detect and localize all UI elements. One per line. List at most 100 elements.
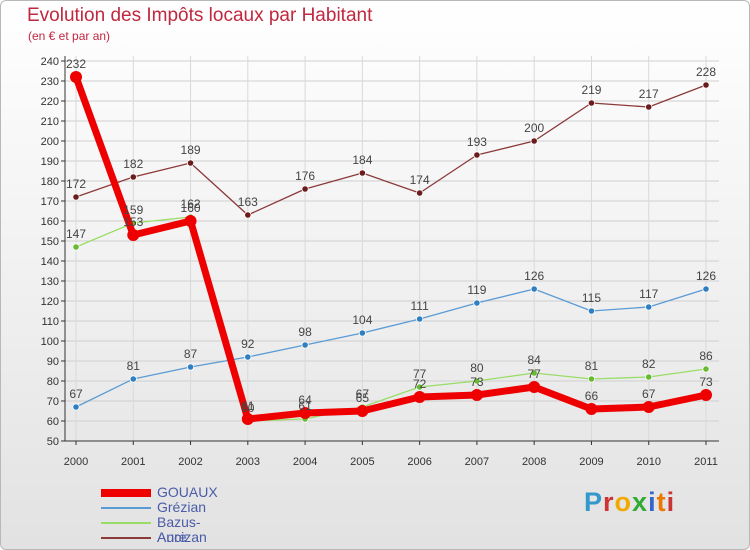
data-label-ancizan: 163: [238, 195, 258, 209]
point-gouaux: [356, 405, 369, 417]
logo-letter: o: [614, 487, 633, 517]
data-label-gouaux: 232: [66, 57, 86, 71]
data-label-gr-zian: 126: [696, 269, 716, 283]
legend-swatch: [101, 507, 151, 509]
data-label-ancizan: 200: [524, 121, 544, 135]
y-tick-label: 240: [41, 56, 59, 68]
series-line-bazus-aure: [75, 216, 707, 422]
point-ancizan: [244, 211, 252, 219]
x-tick-label: 2011: [694, 456, 718, 468]
data-label-bazus-aure: 147: [66, 227, 86, 241]
data-label-gr-zian: 117: [639, 287, 658, 301]
data-label-ancizan: 228: [696, 65, 716, 79]
data-label-gr-zian: 115: [582, 291, 601, 305]
data-label-bazus-aure: 80: [470, 361, 484, 375]
y-tick-label: 220: [41, 96, 59, 108]
data-label-gouaux: 64: [298, 393, 312, 407]
data-label-bazus-aure: 86: [699, 349, 713, 363]
x-tick-label: 2010: [636, 456, 660, 468]
x-tick-label: 2000: [64, 456, 88, 468]
point-bazus-aure: [702, 365, 710, 373]
series-line-ancizan: [75, 84, 707, 216]
y-tick-label: 160: [41, 216, 59, 228]
point-gouaux: [585, 403, 598, 415]
data-label-ancizan: 189: [181, 143, 201, 157]
data-label-gouaux: 153: [123, 215, 143, 229]
data-label-bazus-aure: 61: [298, 399, 312, 413]
data-label-gr-zian: 104: [352, 313, 372, 327]
y-tick-label: 170: [41, 196, 59, 208]
data-label-ancizan: 217: [639, 87, 659, 101]
data-label-ancizan: 176: [295, 169, 315, 183]
point-gr-zian: [416, 315, 424, 323]
legend-swatch: [101, 489, 151, 497]
point-ancizan: [358, 169, 366, 177]
axes: [61, 56, 719, 445]
y-tick-label: 110: [41, 316, 59, 328]
y-tick-label: 130: [41, 276, 59, 288]
point-ancizan: [530, 137, 538, 145]
data-label-bazus-aure: 60: [241, 401, 255, 415]
point-gouaux: [70, 71, 82, 83]
y-tick-label: 100: [41, 336, 59, 348]
y-tick-label: 70: [47, 396, 59, 408]
point-ancizan: [301, 185, 309, 193]
data-label-gouaux: 67: [642, 387, 656, 401]
point-ancizan: [72, 193, 80, 201]
data-label-gouaux: 160: [181, 201, 201, 215]
data-label-bazus-aure: 67: [356, 387, 370, 401]
series-line-gr-zian: [75, 288, 707, 408]
point-gr-zian: [702, 285, 710, 293]
x-tick-label: 2005: [350, 456, 374, 468]
data-label-gouaux: 77: [528, 367, 542, 381]
point-gr-zian: [186, 363, 195, 371]
y-tick-labels: 50 60 70 80 90 100 110 120 130 140 150 160 170 180 190…: [41, 56, 59, 448]
point-gouaux: [299, 407, 312, 419]
data-label-gr-zian: 111: [411, 299, 430, 313]
chart-subtitle: (en € et par an): [28, 29, 111, 43]
point-ancizan: [129, 173, 137, 181]
data-label-ancizan: 174: [410, 173, 430, 187]
point-bazus-aure: [645, 373, 653, 381]
data-label-gouaux: 61: [241, 399, 255, 413]
legend-swatch: [101, 537, 151, 539]
point-ancizan: [186, 159, 195, 167]
logo-letter: i: [666, 487, 676, 517]
data-label-gouaux: 73: [470, 375, 484, 389]
data-label-gouaux: 65: [356, 391, 370, 405]
data-label-gr-zian: 67: [69, 387, 83, 401]
point-gr-zian: [244, 353, 252, 361]
legend-label: GOUAUX: [157, 484, 218, 500]
point-gr-zian: [530, 285, 538, 293]
data-label-gr-zian: 98: [298, 325, 312, 339]
y-tick-label: 50: [47, 436, 59, 448]
data-label-gr-zian: 119: [467, 283, 486, 297]
data-label-ancizan: 184: [352, 153, 372, 167]
x-tick-label: 2004: [293, 456, 317, 468]
logo-letter: i: [648, 487, 657, 517]
grid-lines: [65, 56, 719, 442]
x-tick-label: 2009: [579, 456, 603, 468]
x-tick-label: 2006: [407, 456, 431, 468]
data-label-bazus-aure: 162: [181, 197, 201, 211]
x-tick-label: 2003: [236, 456, 260, 468]
y-tick-label: 80: [47, 376, 59, 388]
point-gouaux: [642, 401, 655, 413]
data-label-bazus-aure: 84: [528, 353, 542, 367]
point-ancizan: [587, 99, 596, 107]
x-tick-labels: 2000 2001 2002 2003 2004 2005 2006 2007 2008 2009…: [64, 456, 718, 468]
y-tick-label: 90: [47, 356, 59, 368]
series-group: [70, 71, 712, 425]
logo-letter: r: [603, 487, 615, 517]
data-label-gouaux: 66: [585, 389, 599, 403]
y-tick-label: 190: [41, 156, 59, 168]
y-tick-label: 200: [41, 136, 59, 148]
data-label-ancizan: 172: [66, 177, 86, 191]
proxiti-logo: Proxiti: [584, 487, 675, 518]
point-ancizan: [473, 151, 481, 159]
point-gr-zian: [72, 403, 80, 411]
data-label-bazus-aure: 81: [585, 359, 599, 373]
y-tick-label: 140: [41, 256, 59, 268]
x-tick-label: 2008: [522, 456, 546, 468]
